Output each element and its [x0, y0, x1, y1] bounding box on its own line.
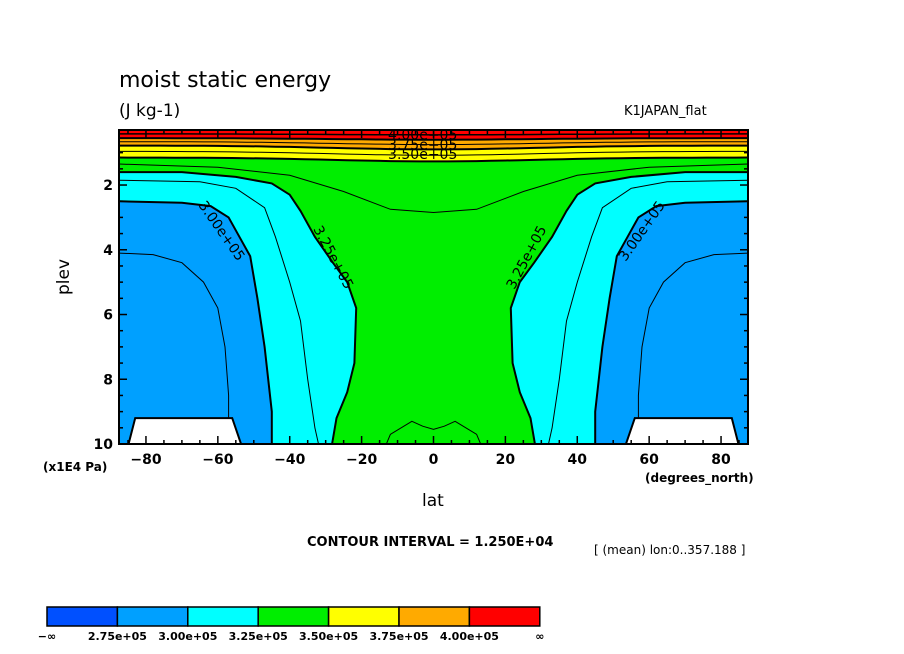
colorbar-swatch: [468, 606, 541, 627]
x-tick-label: −80: [130, 452, 161, 468]
contour-3.50e+05: [119, 156, 748, 163]
colorbar-label: ∞: [535, 630, 544, 643]
y-tick-label: 6: [103, 308, 113, 324]
y-axis-units: (x1E4 Pa): [43, 460, 108, 474]
colorbar-label: −∞: [38, 630, 56, 643]
contour-3.625e+05: [119, 150, 748, 156]
contour-label: 3.75e+05: [388, 137, 457, 153]
contour-fills: [119, 130, 748, 444]
contour-2.875e+05-north: [637, 252, 748, 419]
colorbar-label: 4.00e+05: [440, 630, 499, 643]
x-tick-label: 20: [496, 452, 516, 468]
mean-note: [ (mean) lon:0..357.188 ]: [594, 543, 746, 557]
x-tick-label: −20: [346, 452, 377, 468]
y-tick-label: 4: [103, 243, 113, 259]
x-tick-label: 0: [429, 452, 439, 468]
colorbar-swatch: [327, 606, 400, 627]
colorbar: −∞ 2.75e+05 3.00e+05 3.25e+05 3.50e+05 3.75e+…: [38, 606, 544, 643]
contour-3.125e+05-north: [547, 179, 748, 444]
chart-units: (J kg-1): [119, 101, 181, 121]
colorbar-swatch: [46, 606, 119, 627]
contour-3.00e+05-south: [119, 200, 273, 444]
contour-3.75e+05: [119, 144, 748, 151]
contour-3.00e+05-north: [594, 200, 748, 444]
y-tick-label: 10: [94, 437, 114, 453]
colorbar-swatch: [116, 606, 189, 627]
contour-3.25e+05-south: [119, 171, 358, 444]
contour-3.875e+05: [119, 141, 748, 146]
colorbar-swatch: [398, 606, 471, 627]
colorbar-label: 3.50e+05: [299, 630, 358, 643]
contour-label: 3.50e+05: [388, 147, 457, 163]
fill-2.75e+05-3.00e+05-north: [595, 201, 748, 444]
topography-south: [127, 417, 243, 444]
x-tick-label: 40: [568, 452, 588, 468]
colorbar-label: 3.25e+05: [229, 630, 288, 643]
contour-3.375e+05: [119, 163, 748, 214]
contour-4.00e+05: [119, 137, 748, 141]
x-tick-label: 60: [639, 452, 659, 468]
contour-lines: [119, 133, 748, 444]
colorbar-swatch: [257, 606, 330, 627]
contour-3.125e+05-south: [119, 179, 320, 444]
y-tick-label: 8: [103, 372, 113, 388]
topography-north: [624, 417, 740, 444]
x-tick-label: −60: [202, 452, 233, 468]
fill-2.75e+05-3.00e+05-south: [119, 201, 272, 444]
axis-ticks: −80 −60 −40 −20 0 20 40 60 80 2 4 6 8 10: [94, 130, 748, 468]
colorbar-label: 3.00e+05: [158, 630, 217, 643]
colorbar-label: 3.75e+05: [369, 630, 428, 643]
x-axis-label: lat: [422, 491, 444, 511]
x-tick-label: −40: [274, 452, 305, 468]
contour-label: 4.00e+05: [388, 128, 457, 144]
contour-interval: CONTOUR INTERVAL = 1.250E+04: [307, 535, 554, 550]
run-name: K1JAPAN_flat: [624, 104, 707, 119]
colorbar-label: 2.75e+05: [88, 630, 147, 643]
contour-3.25e+05-north: [509, 171, 748, 444]
x-axis-units: (degrees_north): [645, 471, 754, 485]
x-tick-label: 80: [711, 452, 731, 468]
chart-title: moist static energy: [119, 68, 332, 93]
contour-2.875e+05-south: [119, 252, 230, 419]
y-tick-label: 2: [103, 178, 113, 194]
colorbar-swatch: [187, 606, 259, 627]
contour-3.375e+05-surface: [385, 420, 482, 444]
